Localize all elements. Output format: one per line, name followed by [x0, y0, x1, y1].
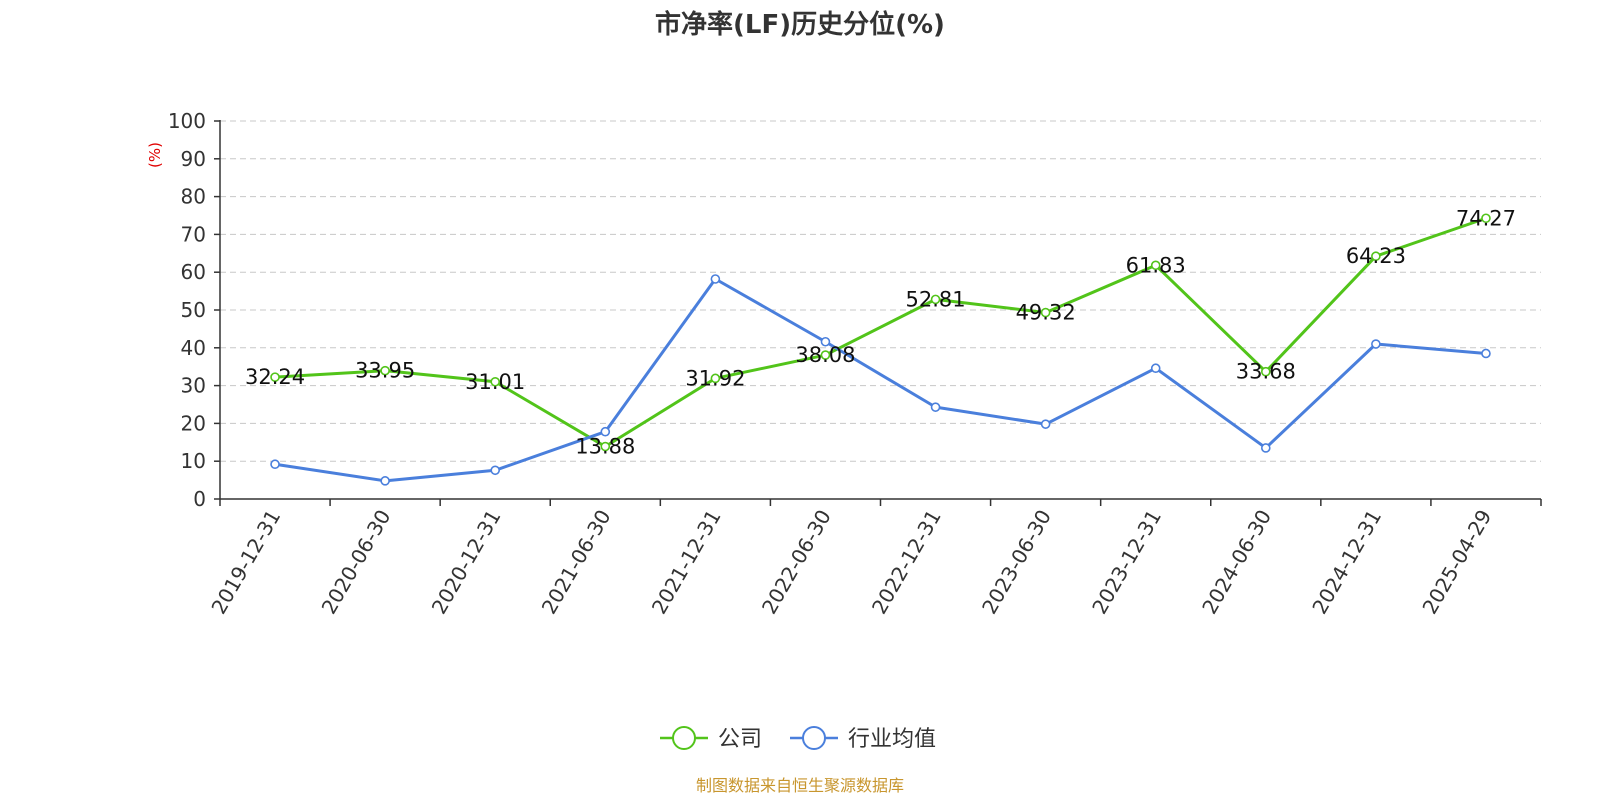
- data-point-industry-avg[interactable]: [490, 465, 501, 476]
- data-point-company[interactable]: [930, 294, 941, 305]
- y-tick-label: 0: [193, 487, 206, 511]
- y-tick-label: 70: [181, 222, 206, 246]
- data-point-company[interactable]: [1371, 251, 1381, 262]
- y-tick-label: 50: [181, 298, 206, 322]
- series-lines: [270, 213, 1491, 486]
- data-point-industry-avg[interactable]: [930, 402, 941, 412]
- x-tick-label: 2023-06-30: [977, 506, 1056, 619]
- data-label-company: 52.81: [905, 287, 965, 311]
- legend[interactable]: 公司 行业均值: [660, 726, 936, 752]
- data-label-company: 64.23: [1346, 244, 1406, 268]
- x-tick-label: 2024-12-31: [1307, 506, 1386, 619]
- data-point-industry-avg[interactable]: [600, 426, 611, 437]
- data-point-industry-avg[interactable]: [820, 336, 831, 347]
- x-tick-label: 2020-06-30: [317, 506, 396, 619]
- data-label-company: 74.27: [1456, 206, 1516, 230]
- y-tick-label: 40: [181, 336, 206, 360]
- y-tick-label: 80: [181, 185, 206, 209]
- data-source-note: 制图数据来自恒生聚源数据库: [696, 776, 904, 795]
- chart-title: 市净率(LF)历史分位(%): [655, 9, 945, 40]
- data-point-company[interactable]: [1150, 260, 1161, 271]
- x-tick-label: 2020-12-31: [427, 506, 506, 619]
- y-tick-label: 20: [181, 411, 206, 435]
- series-line-company: [274, 216, 1487, 449]
- x-tick-label: 2021-06-30: [537, 506, 616, 619]
- data-point-company[interactable]: [1040, 307, 1051, 318]
- data-label-company: 33.95: [355, 359, 415, 383]
- data-point-company[interactable]: [1481, 213, 1491, 224]
- y-tick-label: 30: [181, 374, 206, 398]
- legend-circle-icon: [672, 726, 696, 750]
- data-label-company: 13.88: [575, 435, 635, 459]
- data-label-company: 33.68: [1236, 360, 1296, 384]
- data-labels: 32.24 33.95 31.01 13.88 31.92 38.08 52.81 49.32…: [245, 206, 1516, 458]
- data-point-industry-avg[interactable]: [1371, 339, 1381, 349]
- data-label-company: 49.32: [1016, 301, 1076, 325]
- data-point-industry-avg[interactable]: [1260, 443, 1271, 453]
- y-tick-label: 10: [181, 449, 206, 473]
- data-point-company[interactable]: [490, 376, 501, 387]
- data-point-industry-avg[interactable]: [1150, 363, 1161, 374]
- data-label-company: 32.24: [245, 365, 305, 389]
- data-point-company[interactable]: [380, 365, 390, 376]
- legend-label: 公司: [718, 727, 762, 752]
- y-tick-label: 90: [181, 147, 206, 171]
- series-line-industry-avg: [274, 277, 1487, 483]
- data-label-company: 31.01: [465, 370, 525, 394]
- y-tick-label: 100: [168, 109, 206, 133]
- data-point-company[interactable]: [820, 350, 831, 360]
- x-tick-label: 2024-06-30: [1197, 506, 1276, 619]
- legend-item-company[interactable]: 公司: [660, 726, 762, 752]
- data-label-company: 38.08: [795, 343, 855, 367]
- data-point-industry-avg[interactable]: [710, 274, 721, 284]
- grid-lines: [220, 120, 1541, 462]
- data-point-company[interactable]: [1260, 366, 1271, 377]
- data-point-industry-avg[interactable]: [270, 459, 280, 470]
- legend-label: 行业均值: [848, 727, 936, 752]
- data-point-industry-avg[interactable]: [380, 476, 390, 486]
- legend-item-industry-avg[interactable]: 行业均值: [790, 726, 936, 752]
- y-axis-label: (%): [146, 142, 164, 168]
- x-tick-label: 2023-12-31: [1087, 506, 1166, 619]
- legend-circle-icon: [802, 726, 826, 750]
- data-label-company: 61.83: [1126, 253, 1186, 277]
- data-point-company[interactable]: [600, 441, 611, 452]
- x-tick-label: 2019-12-31: [206, 506, 285, 619]
- x-tick-label: 2022-06-30: [757, 506, 836, 619]
- data-label-company: 31.92: [685, 366, 745, 390]
- y-tick-label: 60: [181, 260, 206, 284]
- x-tick-label: 2022-12-31: [867, 506, 946, 619]
- data-point-industry-avg[interactable]: [1040, 419, 1051, 429]
- x-tick-label: 2021-12-31: [647, 506, 726, 619]
- x-tick-label: 2025-04-29: [1417, 506, 1496, 619]
- data-point-industry-avg[interactable]: [1481, 348, 1491, 359]
- data-point-company[interactable]: [710, 373, 721, 384]
- data-point-company[interactable]: [270, 372, 280, 382]
